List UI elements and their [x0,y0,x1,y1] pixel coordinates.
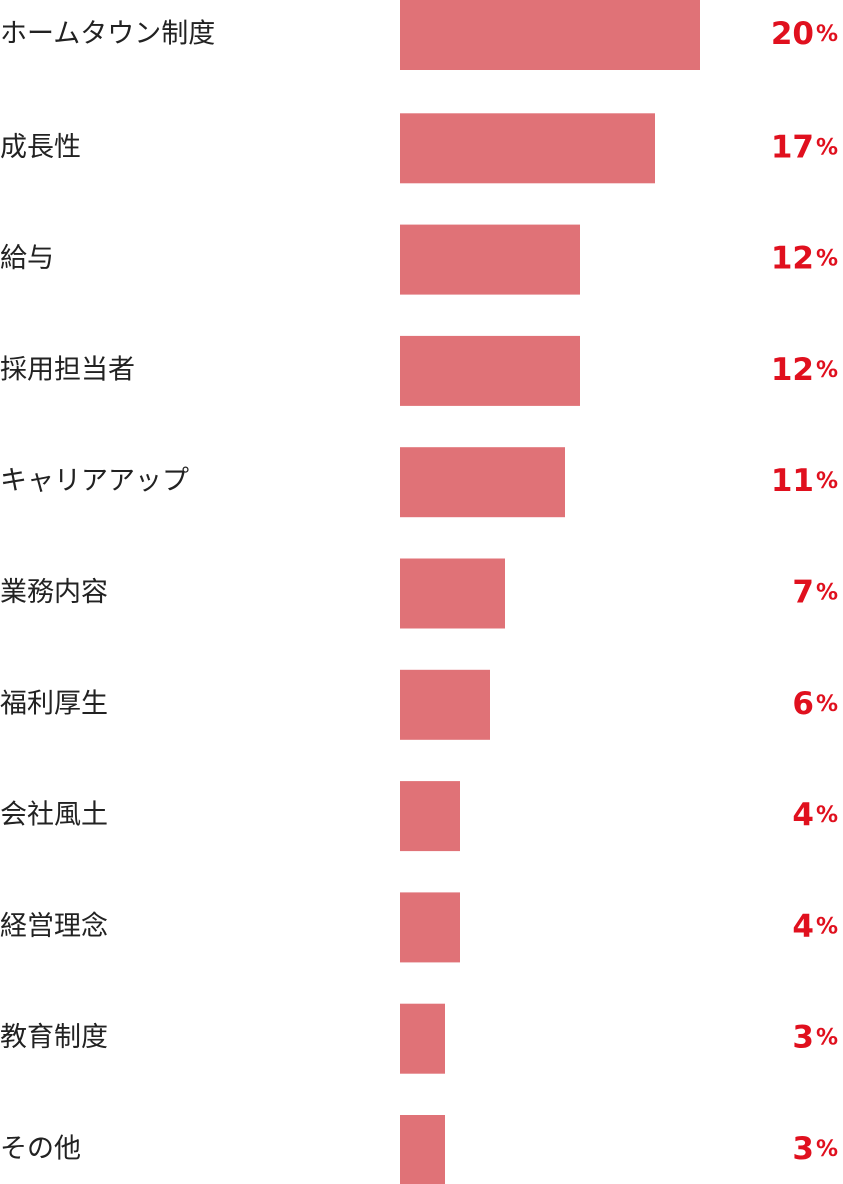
category-label: 成長性 [0,132,81,163]
value-label: 4% [792,908,838,944]
category-label: 採用担当者 [0,354,135,385]
category-label: 会社風土 [0,800,108,831]
category-label: 福利厚生 [0,688,108,719]
value-label: 7% [792,574,838,610]
value-label: 12% [771,351,838,387]
bar [400,1003,445,1074]
value-label: 6% [792,685,838,721]
value-label: 3% [792,1019,838,1055]
category-label: キャリアアップ [0,466,189,497]
category-label: 教育制度 [0,1022,108,1053]
category-label: その他 [0,1134,81,1165]
value-label: 20% [771,16,838,52]
value-label: 3% [792,1131,838,1167]
bar [400,224,580,295]
bar [400,781,460,852]
value-label: 4% [792,797,838,833]
category-label: 業務内容 [0,577,108,608]
bar [400,335,580,406]
bar [400,447,565,518]
bar [400,0,700,70]
category-label: 給与 [0,243,54,274]
value-label: 17% [771,129,838,165]
value-label: 12% [771,240,838,276]
value-label: 11% [771,463,838,499]
bar [400,1115,445,1184]
category-label: 経営理念 [0,911,108,942]
bar [400,558,505,629]
bar [400,669,490,740]
bar [400,113,655,184]
bar [400,892,460,963]
category-label: ホームタウン制度 [0,19,215,50]
